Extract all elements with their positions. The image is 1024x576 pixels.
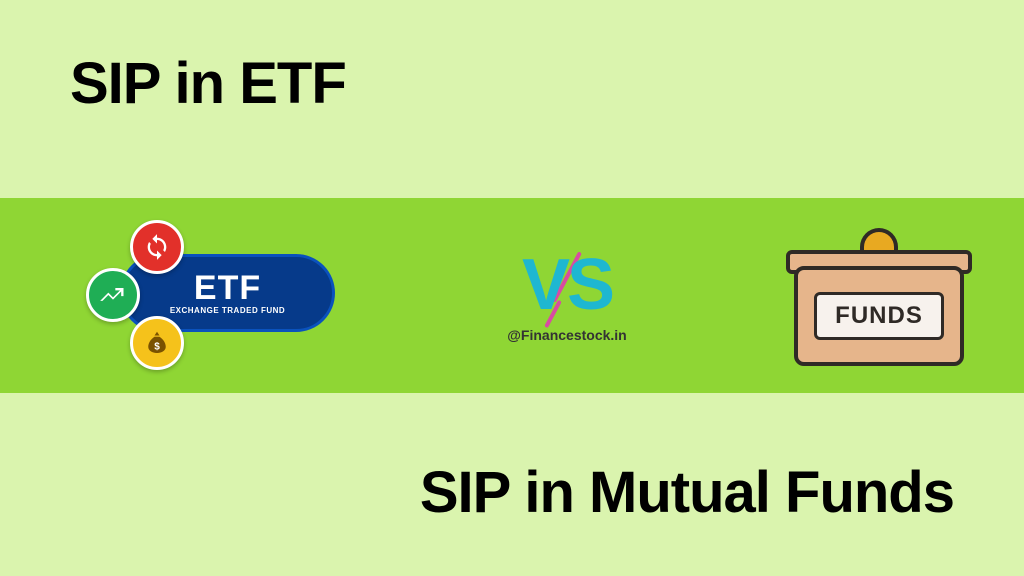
vs-block: VS @Financestock.in	[487, 231, 647, 361]
funds-label: FUNDS	[814, 292, 944, 340]
svg-text:$: $	[154, 341, 160, 352]
etf-pill-title: ETF	[194, 271, 261, 305]
etf-graphic: ETF EXCHANGE TRADED FUND $	[60, 216, 340, 376]
infographic-canvas: SIP in ETF ETF EXCHANGE TRADED FUND $ VS…	[0, 0, 1024, 576]
etf-pill-subtitle: EXCHANGE TRADED FUND	[170, 306, 285, 315]
comparison-band: ETF EXCHANGE TRADED FUND $ VS @Financest…	[0, 198, 1024, 393]
refresh-icon	[130, 220, 184, 274]
watermark-text: @Financestock.in	[507, 327, 626, 343]
title-top: SIP in ETF	[70, 50, 346, 117]
money-bag-icon: $	[130, 316, 184, 370]
funds-graphic: FUNDS	[794, 226, 964, 366]
title-bottom: SIP in Mutual Funds	[420, 459, 954, 526]
chart-up-icon	[86, 268, 140, 322]
vs-text: VS	[522, 249, 612, 321]
box-body-icon: FUNDS	[794, 266, 964, 366]
